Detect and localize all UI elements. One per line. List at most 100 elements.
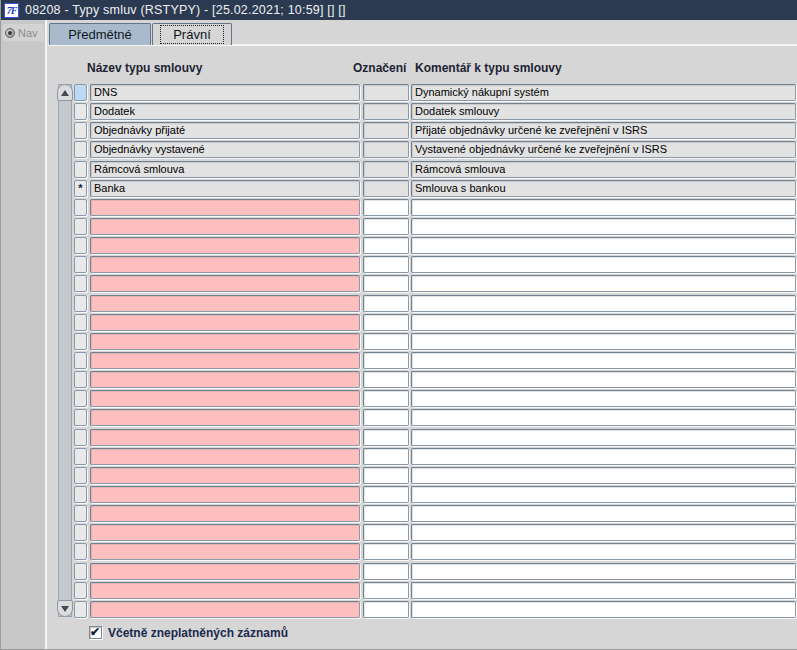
oznaceni-field[interactable] (363, 390, 409, 407)
nazev-field[interactable] (90, 601, 360, 618)
record-selector[interactable] (74, 390, 87, 407)
record-selector[interactable] (74, 524, 87, 541)
oznaceni-field[interactable] (363, 84, 409, 101)
komentar-field[interactable] (411, 543, 796, 560)
komentar-field[interactable] (411, 295, 796, 312)
oznaceni-field[interactable] (363, 199, 409, 216)
komentar-field[interactable] (411, 390, 796, 407)
komentar-field[interactable] (411, 429, 796, 446)
nazev-field[interactable]: Objednávky vystavené (90, 141, 360, 158)
komentar-field[interactable] (411, 448, 796, 465)
record-selector[interactable] (74, 103, 87, 120)
record-selector[interactable] (74, 141, 87, 158)
nav-button[interactable]: Nav (3, 24, 44, 41)
oznaceni-field[interactable] (363, 543, 409, 560)
oznaceni-field[interactable] (363, 352, 409, 369)
komentar-field[interactable] (411, 409, 796, 426)
record-selector[interactable] (74, 601, 87, 618)
nazev-field[interactable] (90, 275, 360, 292)
nazev-field[interactable] (90, 352, 360, 369)
oznaceni-field[interactable] (363, 582, 409, 599)
nazev-field[interactable] (90, 543, 360, 560)
nazev-field[interactable]: Banka (90, 180, 360, 197)
record-selector[interactable] (74, 237, 87, 254)
nazev-field[interactable]: DNS (90, 84, 360, 101)
record-selector[interactable] (74, 352, 87, 369)
oznaceni-field[interactable] (363, 371, 409, 388)
komentar-field[interactable]: Rámcová smlouva (411, 161, 796, 178)
nazev-field[interactable] (90, 582, 360, 599)
nazev-field[interactable] (90, 448, 360, 465)
record-selector[interactable] (74, 543, 87, 560)
oznaceni-field[interactable] (363, 314, 409, 331)
nazev-field[interactable]: Dodatek (90, 103, 360, 120)
record-selector[interactable] (74, 295, 87, 312)
oznaceni-field[interactable] (363, 141, 409, 158)
oznaceni-field[interactable] (363, 218, 409, 235)
oznaceni-field[interactable] (363, 237, 409, 254)
record-selector[interactable] (74, 161, 87, 178)
oznaceni-field[interactable] (363, 448, 409, 465)
oznaceni-field[interactable] (363, 409, 409, 426)
nazev-field[interactable] (90, 295, 360, 312)
record-selector[interactable] (74, 563, 87, 580)
komentar-field[interactable] (411, 563, 796, 580)
oznaceni-field[interactable] (363, 601, 409, 618)
komentar-field[interactable] (411, 486, 796, 503)
oznaceni-field[interactable] (363, 486, 409, 503)
nazev-field[interactable] (90, 563, 360, 580)
oznaceni-field[interactable] (363, 180, 409, 197)
record-selector[interactable] (74, 256, 87, 273)
record-selector[interactable] (74, 84, 87, 101)
komentar-field[interactable] (411, 218, 796, 235)
komentar-field[interactable] (411, 333, 796, 350)
nazev-field[interactable] (90, 333, 360, 350)
komentar-field[interactable]: Dynamický nákupní systém (411, 84, 796, 101)
oznaceni-field[interactable] (363, 103, 409, 120)
record-selector[interactable] (74, 333, 87, 350)
nazev-field[interactable] (90, 199, 360, 216)
nazev-field[interactable] (90, 505, 360, 522)
oznaceni-field[interactable] (363, 161, 409, 178)
nazev-field[interactable] (90, 524, 360, 541)
record-selector[interactable] (74, 371, 87, 388)
nazev-field[interactable] (90, 409, 360, 426)
oznaceni-field[interactable] (363, 275, 409, 292)
komentar-field[interactable]: Dodatek smlouvy (411, 103, 796, 120)
nazev-field[interactable] (90, 429, 360, 446)
nazev-field[interactable] (90, 314, 360, 331)
record-selector[interactable] (74, 429, 87, 446)
komentar-field[interactable] (411, 352, 796, 369)
oznaceni-field[interactable] (363, 467, 409, 484)
komentar-field[interactable]: Přijaté objednávky určené ke zveřejnění … (411, 122, 796, 139)
record-selector[interactable] (74, 505, 87, 522)
komentar-field[interactable] (411, 524, 796, 541)
record-selector[interactable] (74, 199, 87, 216)
record-selector[interactable] (74, 122, 87, 139)
record-selector[interactable] (74, 448, 87, 465)
oznaceni-field[interactable] (363, 505, 409, 522)
oznaceni-field[interactable] (363, 524, 409, 541)
nazev-field[interactable]: Rámcová smlouva (90, 161, 360, 178)
nazev-field[interactable] (90, 467, 360, 484)
nazev-field[interactable] (90, 371, 360, 388)
nazev-field[interactable] (90, 486, 360, 503)
record-selector[interactable] (74, 314, 87, 331)
komentar-field[interactable] (411, 199, 796, 216)
include-invalid-checkbox[interactable]: ✔ (89, 626, 102, 639)
oznaceni-field[interactable] (363, 256, 409, 273)
record-selector[interactable] (74, 467, 87, 484)
nazev-field[interactable]: Objednávky přijaté (90, 122, 360, 139)
record-selector[interactable] (74, 275, 87, 292)
nazev-field[interactable] (90, 390, 360, 407)
komentar-field[interactable] (411, 371, 796, 388)
oznaceni-field[interactable] (363, 563, 409, 580)
komentar-field[interactable]: Vystavené objednávky určené ke zveřejněn… (411, 141, 796, 158)
komentar-field[interactable] (411, 505, 796, 522)
komentar-field[interactable] (411, 582, 796, 599)
komentar-field[interactable] (411, 601, 796, 618)
nazev-field[interactable] (90, 256, 360, 273)
oznaceni-field[interactable] (363, 295, 409, 312)
record-selector[interactable]: * (74, 180, 87, 197)
komentar-field[interactable]: Smlouva s bankou (411, 180, 796, 197)
